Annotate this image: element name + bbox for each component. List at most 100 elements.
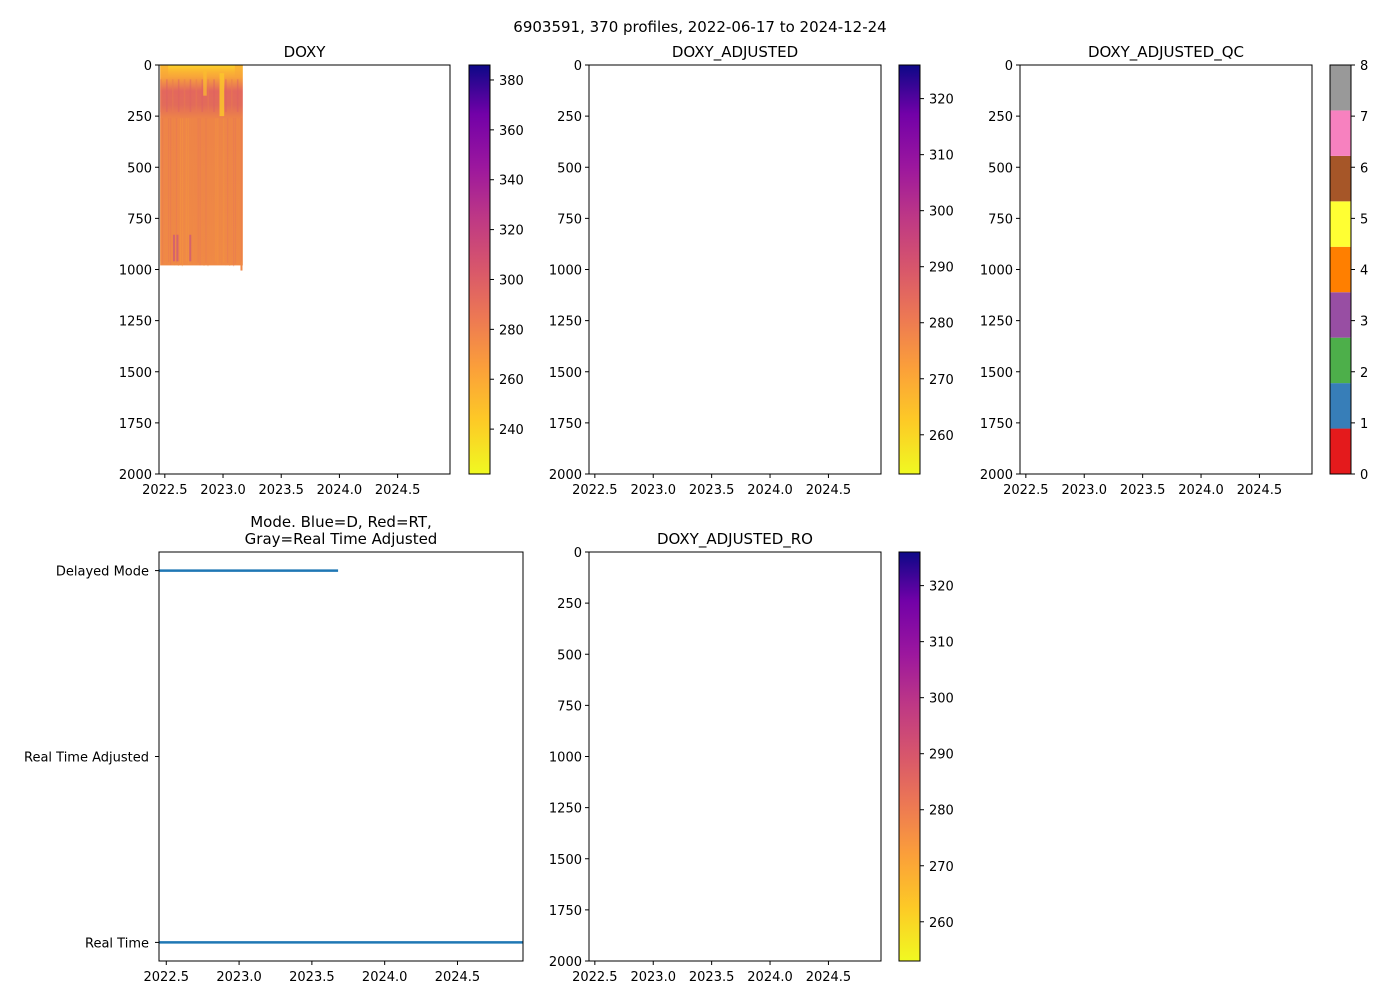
heatmap-upper-streak bbox=[177, 79, 180, 113]
heatmap-profile-streak bbox=[168, 118, 170, 263]
heatmap-profile-streak bbox=[164, 118, 166, 262]
y-category-label: Delayed Mode bbox=[56, 565, 149, 580]
panel-title-line: Gray=Real Time Adjusted bbox=[245, 530, 438, 548]
colorbar-tick-label: 320 bbox=[499, 224, 524, 239]
colorbar-segment bbox=[1330, 246, 1351, 293]
heatmap-profile-streak bbox=[223, 118, 225, 263]
y-tick-label: 1500 bbox=[549, 853, 582, 868]
heatmap-profile-streak bbox=[232, 118, 235, 267]
y-tick-label: 2000 bbox=[119, 468, 152, 483]
colorbar-frame bbox=[468, 64, 491, 475]
y-tick-label: 1000 bbox=[980, 264, 1013, 279]
heatmap-hot-column bbox=[219, 73, 225, 117]
colorbar-tick-label: 1 bbox=[1360, 417, 1368, 432]
heatmap-profile-streak bbox=[201, 118, 203, 263]
x-tick-label: 2024.0 bbox=[1178, 483, 1224, 498]
heatmap-profile-streak bbox=[175, 118, 178, 263]
axes-frame bbox=[588, 64, 882, 475]
heatmap-upper-streak bbox=[231, 79, 233, 113]
colorbar-segment bbox=[1330, 65, 1351, 111]
x-tick-label: 2022.5 bbox=[1003, 483, 1049, 498]
x-tick-label: 2024.5 bbox=[806, 483, 852, 498]
y-tick-label: 250 bbox=[988, 110, 1013, 125]
y-tick-label: 1000 bbox=[119, 264, 152, 279]
heatmap-profile-streak bbox=[171, 118, 174, 263]
colorbar-doxy_adjusted: 260 270 280 290 300 310 320 bbox=[898, 64, 954, 475]
y-tick-label: 750 bbox=[557, 212, 582, 227]
colorbar-tick-label: 270 bbox=[929, 373, 954, 388]
colorbar-tick-label: 280 bbox=[499, 323, 524, 338]
y-tick-label: 0 bbox=[144, 59, 152, 74]
y-tick-label: 1250 bbox=[980, 315, 1013, 330]
colorbar-tick-label: 270 bbox=[929, 860, 954, 875]
y-tick-label: 750 bbox=[557, 699, 582, 714]
axes-frame bbox=[588, 551, 882, 962]
heatmap-profile-streak bbox=[199, 118, 201, 266]
x-tick-label: 2024.0 bbox=[747, 970, 793, 985]
colorbar-gradient bbox=[899, 65, 920, 474]
heatmap-profile-streak bbox=[181, 118, 183, 267]
heatmap-profile-streak bbox=[160, 118, 162, 262]
colorbar-segment bbox=[1330, 155, 1351, 202]
y-tick-label: 1500 bbox=[549, 366, 582, 381]
heatmap-upper-streak bbox=[207, 79, 209, 113]
doxy-heatmap-data bbox=[160, 65, 243, 271]
heatmap-upper-streak bbox=[213, 79, 215, 113]
panel-doxy_adjusted_qc: DOXY_ADJUSTED_QC 2022.5 2023.0 2023.5 2024.0… bbox=[980, 43, 1368, 498]
y-tick-label: 1000 bbox=[549, 264, 582, 279]
colorbar-tick-label: 340 bbox=[499, 174, 524, 189]
colorbar-tick-label: 4 bbox=[1360, 264, 1368, 279]
y-tick-label: 250 bbox=[557, 597, 582, 612]
x-tick-label: 2023.5 bbox=[689, 970, 735, 985]
colorbar-doxy_adjusted_qc: 0 1 2 3 4 5 6 7 8 bbox=[1329, 59, 1368, 483]
colorbar-tick-label: 7 bbox=[1360, 110, 1368, 125]
y-tick-label: 1500 bbox=[119, 366, 152, 381]
colorbar-tick-label: 300 bbox=[499, 273, 524, 288]
colorbar-gradient bbox=[899, 552, 920, 961]
heatmap-profile-streak bbox=[193, 118, 195, 263]
colorbar-tick-label: 260 bbox=[499, 373, 524, 388]
heatmap-profile-streak bbox=[185, 118, 187, 262]
y-tick-label: 750 bbox=[127, 212, 152, 227]
colorbar-tick-label: 360 bbox=[499, 124, 524, 139]
x-tick-label: 2022.5 bbox=[572, 483, 618, 498]
colorbar-frame bbox=[898, 64, 921, 475]
x-tick-label: 2024.5 bbox=[1237, 483, 1283, 498]
y-tick-label: 500 bbox=[557, 161, 582, 176]
heatmap-profile-streak bbox=[207, 118, 209, 267]
panel-title: DOXY_ADJUSTED bbox=[672, 43, 798, 62]
colorbar-segment bbox=[1330, 383, 1351, 429]
x-tick-label: 2023.5 bbox=[689, 483, 735, 498]
colorbar-tick-label: 290 bbox=[929, 261, 954, 276]
x-tick-label: 2023.5 bbox=[1120, 483, 1166, 498]
y-tick-label: 250 bbox=[557, 110, 582, 125]
colorbar-tick-label: 300 bbox=[929, 205, 954, 220]
x-tick-label: 2023.0 bbox=[630, 483, 676, 498]
heatmap-profile-streak bbox=[166, 118, 168, 265]
y-tick-label: 0 bbox=[1005, 59, 1013, 74]
heatmap-profile-streak bbox=[183, 118, 185, 264]
y-tick-label: 1250 bbox=[549, 802, 582, 817]
colorbar-frame bbox=[898, 551, 921, 962]
heatmap-profile-streak bbox=[187, 118, 189, 265]
heatmap-upper-streak bbox=[171, 79, 174, 113]
x-tick-label: 2024.5 bbox=[375, 483, 421, 498]
y-tick-label: 1750 bbox=[980, 417, 1013, 432]
panel-title-line: Mode. Blue=D, Red=RT, bbox=[250, 513, 432, 531]
heatmap-upper-streak bbox=[201, 79, 204, 113]
colorbar-tick-label: 0 bbox=[1360, 468, 1368, 483]
heatmap-upper-streak bbox=[225, 79, 227, 113]
colorbar-tick-label: 280 bbox=[929, 317, 954, 332]
y-tick-label: 250 bbox=[127, 110, 152, 125]
colorbar-tick-label: 8 bbox=[1360, 59, 1368, 74]
colorbar-tick-label: 260 bbox=[929, 916, 954, 931]
colorbar-tick-label: 310 bbox=[929, 149, 954, 164]
colorbar-tick-label: 290 bbox=[929, 748, 954, 763]
colorbar-tick-label: 380 bbox=[499, 74, 524, 89]
heatmap-upper-streak bbox=[236, 79, 239, 113]
y-tick-label: 1250 bbox=[119, 315, 152, 330]
heatmap-profile-streak bbox=[211, 118, 213, 262]
heatmap-profile-streak bbox=[240, 118, 243, 262]
colorbar-segment bbox=[1330, 428, 1351, 474]
